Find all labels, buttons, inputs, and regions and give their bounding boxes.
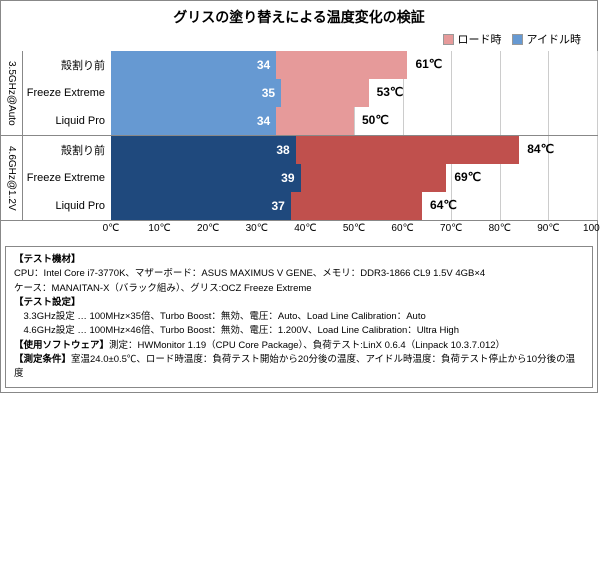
row-label: Freeze Extreme	[23, 79, 111, 107]
legend-label: ロード時	[458, 31, 502, 47]
notes-header: 【使用ソフトウェア】	[14, 340, 109, 351]
notes-line: 3.3GHz設定 … 100MHz×35倍、Turbo Boost：無効、電圧：…	[14, 310, 584, 324]
group-label-column: 3.5GHz@Auto4.6GHz@1.2V	[1, 51, 23, 220]
bar-load-value: 84℃	[527, 142, 554, 156]
x-tick: 90℃	[537, 223, 559, 234]
bar-load-value: 50℃	[362, 113, 389, 127]
group-label: 3.5GHz@Auto	[1, 51, 22, 136]
row-label: 殻割り前	[23, 136, 111, 164]
x-axis: 0℃ 10℃ 20℃ 30℃ 40℃ 50℃ 60℃ 70℃ 80℃ 90℃ 100℃	[1, 220, 597, 240]
row-label: 殻割り前	[23, 51, 111, 79]
row-label: Liquid Pro	[23, 192, 111, 220]
bar-load-value: 61℃	[415, 57, 442, 71]
notes-line: CPU：Intel Core i7-3770K、マザーボード：ASUS MAXI…	[14, 267, 584, 281]
x-tick: 80℃	[489, 223, 511, 234]
legend: ロード時 アイドル時	[1, 29, 597, 51]
category-label-column: 殻割り前Freeze ExtremeLiquid Pro殻割り前Freeze E…	[23, 51, 111, 220]
bar-row: 34 61℃	[111, 51, 597, 79]
notes-header: 【テスト設定】	[14, 296, 584, 310]
chart-title: グリスの塗り替えによる温度変化の検証	[1, 1, 597, 29]
row-label: Freeze Extreme	[23, 164, 111, 192]
bar-idle: 34	[111, 51, 276, 79]
bars-column: 34 61℃ 35 53℃ 34 50℃ 38 84℃ 39 69℃ 37 64℃	[111, 51, 597, 220]
legend-swatch	[512, 34, 523, 45]
x-tick: 30℃	[246, 223, 268, 234]
row-label: Liquid Pro	[23, 107, 111, 135]
group-label: 4.6GHz@1.2V	[1, 136, 22, 220]
bar-idle: 34	[111, 107, 276, 135]
bar-row: 37 64℃	[111, 192, 597, 220]
chart-container: グリスの塗り替えによる温度変化の検証 ロード時 アイドル時 3.5GHz@Auto…	[0, 0, 598, 393]
x-tick: 60℃	[391, 223, 413, 234]
bar-row: 35 53℃	[111, 79, 597, 107]
notes-box: 【テスト機材】CPU：Intel Core i7-3770K、マザーボード：AS…	[5, 246, 593, 388]
bar-load-value: 69℃	[454, 170, 481, 184]
notes-line: 4.6GHz設定 … 100MHz×46倍、Turbo Boost：無効、電圧：…	[14, 324, 584, 338]
x-tick: 40℃	[294, 223, 316, 234]
legend-item: ロード時	[443, 31, 502, 47]
notes-header: 【測定条件】	[14, 354, 71, 365]
notes-line: ケース：MANAITAN-X（バラック組み）、グリス:OCZ Freeze Ex…	[14, 282, 584, 296]
bar-load-value: 64℃	[430, 198, 457, 212]
notes-line: 【測定条件】室温24.0±0.5℃、ロード時温度：負荷テスト開始から20分後の温…	[14, 353, 584, 382]
plot-area: 3.5GHz@Auto4.6GHz@1.2V 殻割り前Freeze Extrem…	[1, 51, 597, 220]
x-tick: 10℃	[148, 223, 170, 234]
bar-idle: 35	[111, 79, 281, 107]
bar-row: 34 50℃	[111, 107, 597, 135]
notes-header: 【テスト機材】	[14, 253, 584, 267]
bar-row: 39 69℃	[111, 164, 597, 192]
legend-label: アイドル時	[527, 31, 581, 47]
x-tick: 20℃	[197, 223, 219, 234]
legend-item: アイドル時	[512, 31, 581, 47]
bar-idle: 37	[111, 192, 291, 220]
notes-line: 【使用ソフトウェア】測定：HWMonitor 1.19（CPU Core Pac…	[14, 339, 584, 353]
bar-idle: 38	[111, 136, 296, 164]
bar-row: 38 84℃	[111, 136, 597, 164]
x-tick: 50℃	[343, 223, 365, 234]
legend-swatch	[443, 34, 454, 45]
x-tick: 100℃	[583, 223, 600, 234]
x-axis-ticks: 0℃10℃20℃30℃40℃50℃60℃70℃80℃90℃100℃	[111, 221, 597, 240]
x-tick: 0℃	[103, 223, 120, 234]
bar-load-value: 53℃	[377, 85, 404, 99]
x-tick: 70℃	[440, 223, 462, 234]
bar-idle: 39	[111, 164, 301, 192]
